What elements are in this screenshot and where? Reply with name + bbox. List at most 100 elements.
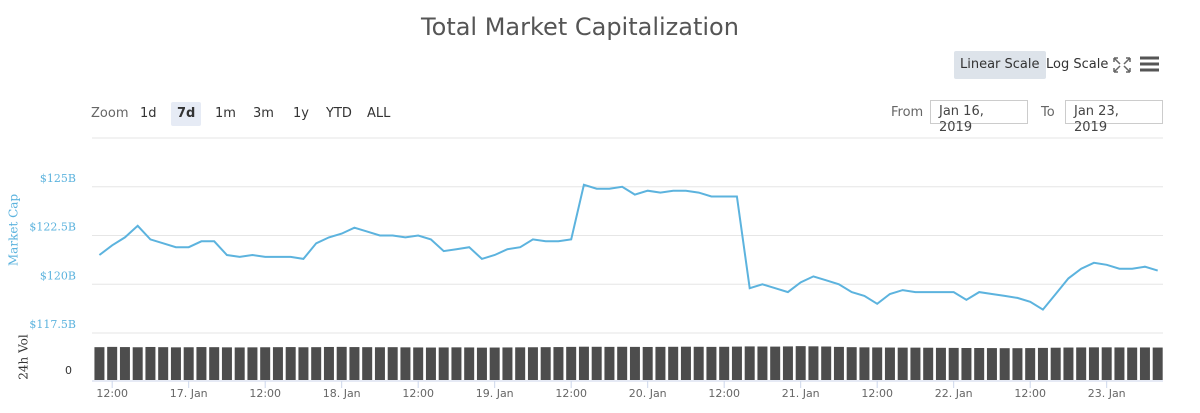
volume-bar: [961, 347, 972, 380]
volume-bar: [680, 346, 691, 380]
volume-bar: [1152, 347, 1163, 380]
volume-bar: [782, 346, 793, 380]
volume-bar: [897, 347, 908, 380]
volume-bar: [859, 347, 870, 380]
volume-bar: [1037, 347, 1048, 380]
volume-bar: [604, 346, 615, 380]
volume-bar: [1076, 347, 1087, 380]
volume-bar: [387, 347, 398, 380]
volume-bar: [323, 346, 334, 380]
volume-bar: [1101, 347, 1112, 380]
volume-bar: [553, 347, 564, 380]
fullscreen-icon[interactable]: [1113, 57, 1131, 73]
volume-bar: [221, 347, 232, 380]
volume-bar: [489, 347, 500, 380]
volume-bar: [923, 347, 934, 380]
y-tick-label: $117.5B: [29, 318, 76, 331]
x-tick-label: 21. Jan: [782, 387, 820, 400]
volume-bar: [642, 346, 653, 380]
volume-bar: [170, 347, 181, 380]
from-input[interactable]: Jan 16, 2019: [930, 100, 1028, 135]
volume-bar: [260, 347, 271, 380]
zoom-button[interactable]: YTD: [326, 106, 352, 121]
volume-bar: [272, 347, 283, 380]
volume-bar: [757, 346, 768, 380]
x-tick-label: 12:00: [708, 387, 740, 400]
x-tick-label: 18. Jan: [323, 387, 361, 400]
x-tick-label: 19. Jan: [476, 387, 514, 400]
x-tick-label: 12:00: [96, 387, 128, 400]
volume-bar: [527, 347, 538, 380]
volume-bar: [1063, 347, 1074, 380]
zoom-button[interactable]: ALL: [367, 106, 391, 121]
x-tick-label: 23. Jan: [1088, 387, 1126, 400]
menu-icon[interactable]: [1140, 56, 1159, 72]
scale-button[interactable]: Linear Scale: [954, 51, 1046, 79]
volume-bar: [362, 347, 373, 380]
volume-bar: [974, 347, 985, 380]
volume-bar: [948, 347, 959, 380]
volume-bar: [872, 347, 883, 380]
volume-bar: [94, 347, 105, 380]
volume-bar: [833, 346, 844, 380]
from-label: From: [891, 105, 924, 120]
volume-bar: [655, 346, 666, 380]
volume-bar: [846, 347, 857, 380]
volume-bar: [196, 347, 207, 380]
volume-bar: [706, 346, 717, 380]
zoom-button[interactable]: 1m: [215, 106, 236, 121]
volume-bar: [1025, 348, 1036, 380]
zoom-button[interactable]: 1d: [140, 106, 157, 121]
volume-bar: [413, 347, 424, 380]
volume-bar: [540, 347, 551, 380]
volume-bar: [935, 347, 946, 380]
volume-bar: [119, 347, 130, 380]
x-tick-label: 12:00: [1014, 387, 1046, 400]
volume-bar: [285, 347, 296, 380]
volume-bar: [464, 347, 475, 380]
zoom-label: Zoom: [91, 106, 129, 121]
volume-bar: [719, 346, 730, 380]
volume-bar: [515, 347, 526, 380]
volume-bar: [107, 346, 118, 380]
volume-bar: [502, 347, 513, 380]
volume-bar: [438, 347, 449, 380]
volume-bar: [884, 347, 895, 380]
market-cap-line: [98, 183, 1158, 311]
y2-axis-title: 24h Vol: [17, 334, 31, 380]
volume-bar: [566, 346, 577, 380]
x-tick-label: 12:00: [249, 387, 281, 400]
zoom-button[interactable]: 3m: [253, 106, 274, 121]
volume-bar: [183, 347, 194, 380]
to-label: To: [1041, 105, 1055, 120]
scale-button[interactable]: Log Scale: [1046, 57, 1109, 72]
volume-bar: [374, 347, 385, 380]
volume-bar: [400, 347, 411, 380]
to-input[interactable]: Jan 23, 2019: [1065, 100, 1163, 135]
zoom-button[interactable]: 7d: [171, 102, 202, 126]
volume-bar: [1012, 348, 1023, 380]
volume-bar: [234, 347, 245, 380]
volume-bar: [311, 347, 322, 380]
volume-bar: [298, 347, 309, 380]
y-tick-label: $120B: [40, 269, 76, 282]
volume-bar: [795, 346, 806, 380]
zoom-button[interactable]: 1y: [293, 106, 309, 121]
volume-bar: [617, 346, 628, 380]
volume-bar: [731, 346, 742, 380]
volume-bar: [986, 348, 997, 380]
volume-bar: [1139, 347, 1150, 380]
y2-tick-label: 0: [65, 364, 72, 377]
volume-bar: [1127, 347, 1138, 380]
x-tick-label: 12:00: [402, 387, 434, 400]
volume-bar: [247, 347, 258, 380]
volume-bar: [1050, 347, 1061, 380]
x-tick-label: 20. Jan: [629, 387, 667, 400]
volume-bar: [336, 346, 347, 380]
volume-bar: [158, 347, 169, 380]
x-tick-label: 22. Jan: [935, 387, 973, 400]
volume-bar: [591, 346, 602, 380]
x-tick-label: 12:00: [555, 387, 587, 400]
